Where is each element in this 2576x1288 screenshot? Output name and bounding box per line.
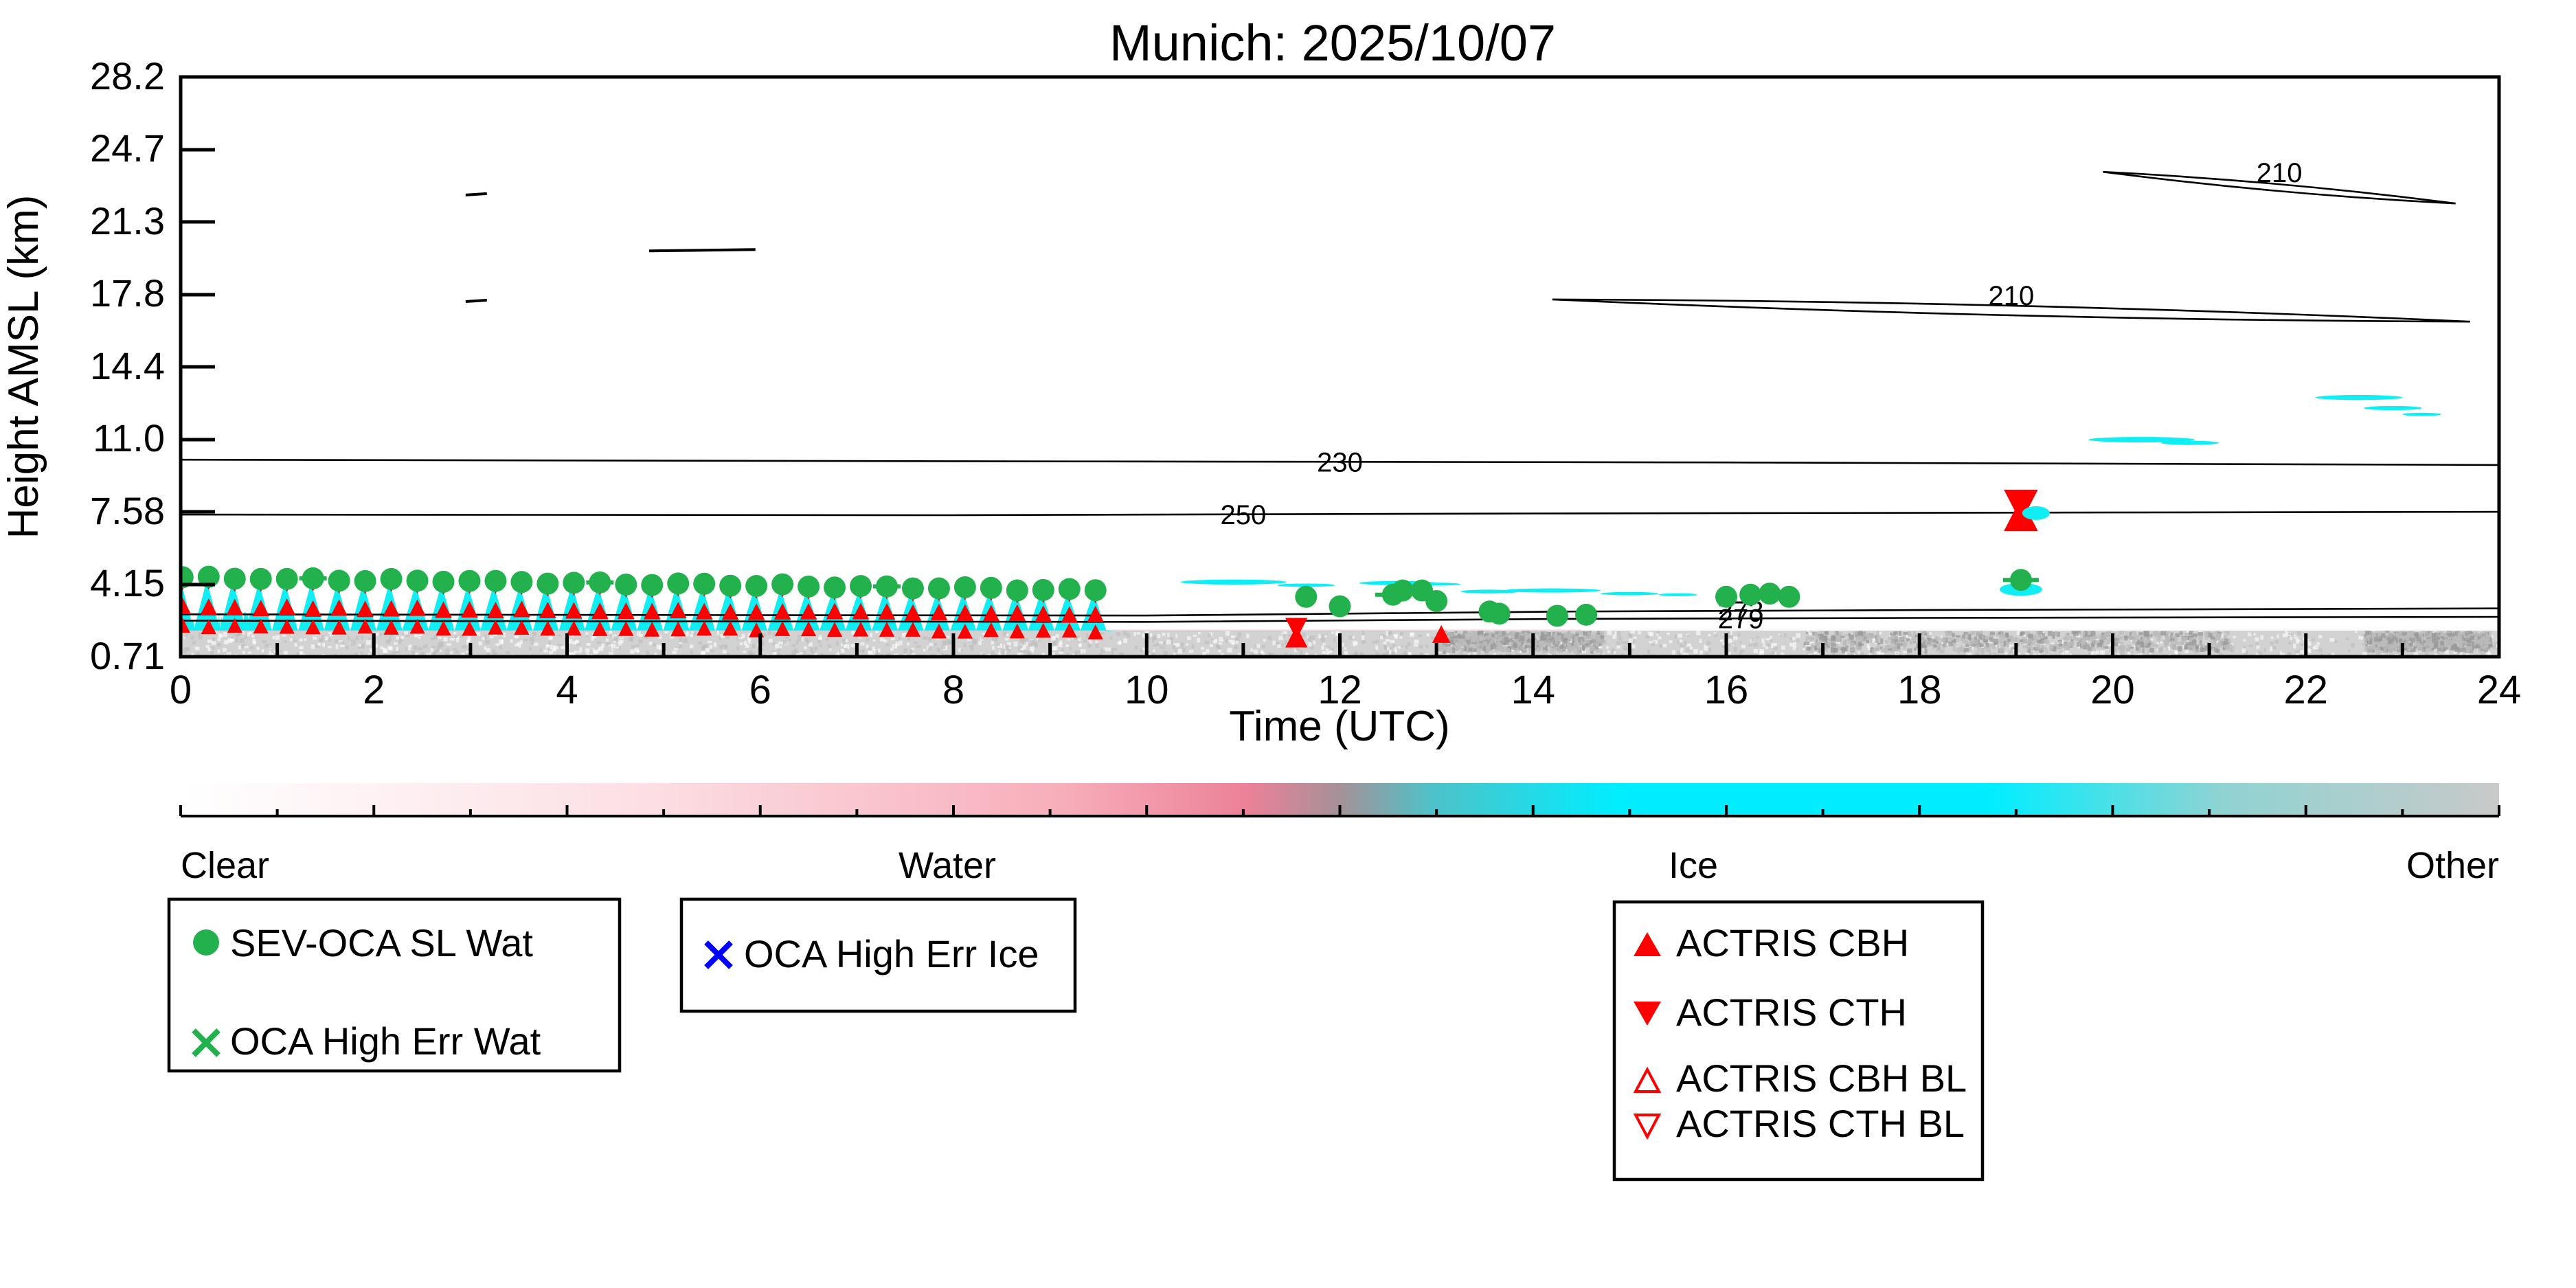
svg-text:210: 210 [1988,281,2034,311]
svg-text:230: 230 [1317,447,1363,477]
svg-text:0.71: 0.71 [90,634,165,677]
svg-text:Other: Other [2406,845,2499,886]
svg-text:6: 6 [749,668,771,712]
svg-text:20: 20 [2090,668,2135,712]
svg-text:OCA High Err Ice: OCA High Err Ice [744,932,1039,975]
svg-text:OCA High Err Wat: OCA High Err Wat [230,1019,541,1063]
svg-text:17.8: 17.8 [90,271,165,315]
svg-text:SEV-OCA SL Wat: SEV-OCA SL Wat [230,921,533,964]
svg-text:10: 10 [1125,668,1169,712]
svg-text:ACTRIS CBH: ACTRIS CBH [1676,921,1909,964]
svg-text:24: 24 [2477,668,2522,712]
svg-text:ACTRIS CTH: ACTRIS CTH [1676,991,1907,1034]
svg-text:250: 250 [1221,500,1267,530]
svg-text:18: 18 [1897,668,1942,712]
svg-text:14: 14 [1511,668,1555,712]
svg-text:Ice: Ice [1669,845,1718,886]
svg-text:21.3: 21.3 [90,199,165,242]
svg-text:ACTRIS CBH BL: ACTRIS CBH BL [1676,1057,1967,1100]
svg-text:0: 0 [170,668,192,712]
svg-text:28.2: 28.2 [90,54,165,98]
svg-text:22: 22 [2283,668,2328,712]
svg-text:4.15: 4.15 [90,561,165,605]
svg-text:24.7: 24.7 [90,126,165,170]
svg-text:16: 16 [1704,668,1749,712]
svg-text:Clear: Clear [181,845,269,886]
svg-text:14.4: 14.4 [90,344,165,387]
svg-text:Munich: 2025/10/07: Munich: 2025/10/07 [1109,14,1556,71]
svg-text:Time (UTC): Time (UTC) [1229,703,1449,750]
svg-text:8: 8 [942,668,964,712]
svg-text:210: 210 [2257,158,2303,188]
svg-text:Water: Water [899,845,996,886]
svg-text:7.58: 7.58 [90,489,165,532]
svg-text:ACTRIS CTH BL: ACTRIS CTH BL [1676,1102,1965,1145]
svg-text:2: 2 [363,668,385,712]
svg-text:Height AMSL (km): Height AMSL (km) [0,195,47,539]
svg-text:279: 279 [1718,604,1764,634]
svg-text:4: 4 [556,668,578,712]
svg-text:11.0: 11.0 [93,416,165,460]
